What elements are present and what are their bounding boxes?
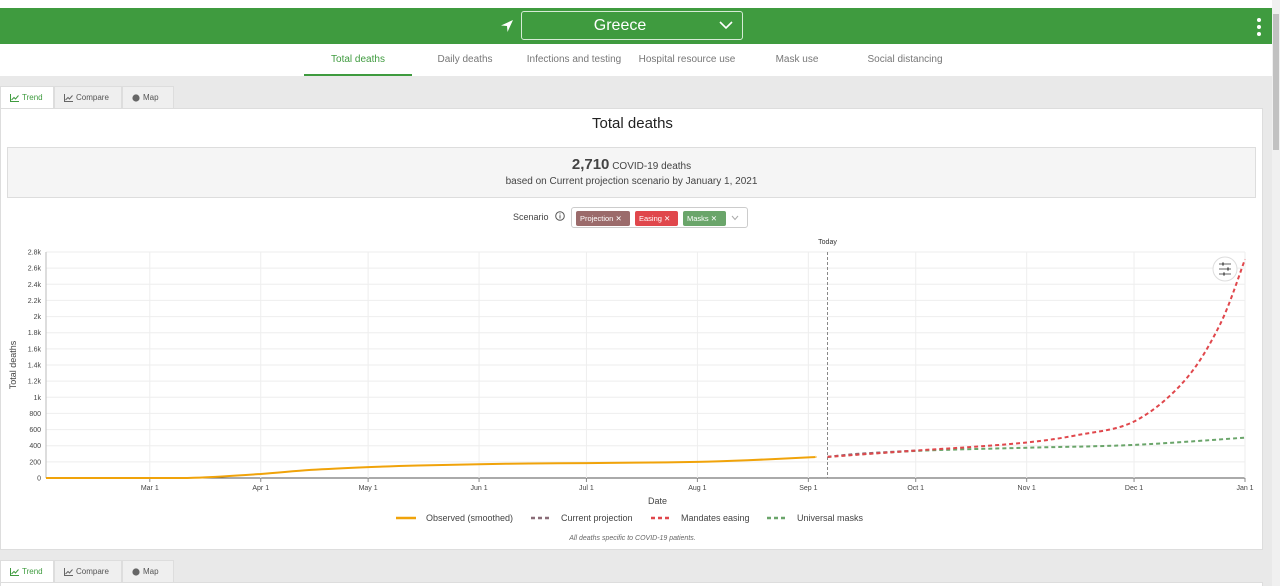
summary-value: 2,710: [571, 156, 610, 173]
chevron-down-icon: [719, 21, 733, 30]
y-tick-label: 1.4k: [28, 363, 42, 370]
y-tick-label: 2.4k: [28, 282, 42, 289]
x-tick-label: Apr 1: [252, 485, 269, 492]
next-panel-edge: [0, 582, 1263, 586]
x-tick-label: Nov 1: [1018, 485, 1036, 492]
legend-label: Mandates easing: [681, 513, 750, 523]
y-tick-label: 1.2k: [28, 379, 42, 386]
tab-map[interactable]: Map: [122, 86, 174, 108]
tab-trend-label: Trend: [22, 567, 43, 576]
y-tick-label: 2k: [34, 314, 42, 321]
y-tick-label: 1.6k: [28, 346, 42, 353]
country-name: Greece: [593, 17, 647, 34]
location-arrow-icon[interactable]: [499, 18, 515, 34]
kebab-menu-icon[interactable]: [1252, 17, 1266, 37]
compare-chart-icon: [64, 568, 73, 576]
x-tick-label: Mar 1: [141, 485, 159, 492]
scrollbar-thumb[interactable]: [1273, 14, 1279, 150]
scenario-chip-masks[interactable]: Masks ✕: [683, 211, 726, 226]
legend-label: Current projection: [561, 513, 633, 523]
y-tick-label: 2.2k: [28, 298, 42, 305]
series-line-observed-smoothed: [45, 455, 817, 480]
y-tick-label: 200: [29, 459, 41, 466]
scenario-chip-projection[interactable]: Projection ✕: [576, 211, 630, 226]
y-tick-label: 1k: [34, 395, 42, 402]
tab-map-label: Map: [143, 93, 159, 102]
tab-trend-label: Trend: [22, 93, 43, 102]
x-axis-label: Date: [648, 496, 667, 506]
globe-icon: [132, 94, 140, 102]
globe-icon: [132, 568, 140, 576]
sliders-icon: [1227, 267, 1229, 271]
compare-chart-icon: [64, 94, 73, 102]
scenario-select[interactable]: Projection ✕ Easing ✕ Masks ✕: [571, 207, 748, 228]
tab-map-label: Map: [143, 567, 159, 576]
tab-hospital-resource-use[interactable]: Hospital resource use: [638, 54, 736, 65]
tab-compare[interactable]: Compare: [54, 560, 122, 582]
x-tick-label: Sep 1: [799, 485, 817, 492]
y-tick-label: 2.8k: [28, 250, 42, 257]
x-tick-label: May 1: [359, 485, 378, 492]
y-axis-label: Total deaths: [8, 340, 18, 389]
metric-nav: Total deaths Daily deaths Infections and…: [0, 44, 1272, 76]
summary-line: 2,710 COVID-19 deaths: [8, 156, 1255, 173]
page-title: Total deaths: [592, 115, 673, 132]
tab-compare-label: Compare: [76, 93, 109, 102]
tab-map[interactable]: Map: [122, 560, 174, 582]
tab-trend[interactable]: Trend: [0, 560, 54, 582]
legend-label: Observed (smoothed): [426, 513, 513, 523]
chip-label: Projection: [580, 214, 614, 223]
line-chart-icon: [10, 94, 19, 102]
tab-daily-deaths[interactable]: Daily deaths: [437, 54, 493, 65]
y-tick-label: 400: [29, 443, 41, 450]
chip-label: Masks: [687, 214, 709, 223]
x-tick-label: Jun 1: [471, 485, 488, 492]
y-tick-label: 800: [29, 411, 41, 418]
series-line-mandates-easing: [827, 258, 1246, 458]
app-header: Greece: [0, 8, 1272, 44]
series-line-universal-masks: [827, 436, 1246, 458]
x-tick-label: Aug 1: [688, 485, 706, 492]
tab-trend[interactable]: Trend: [0, 86, 54, 108]
scenario-label: Scenario: [513, 212, 549, 222]
scenario-chip-easing[interactable]: Easing ✕: [635, 211, 678, 226]
summary-box: 2,710 COVID-19 deaths based on Current p…: [7, 147, 1256, 198]
chart-footnote: All deaths specific to COVID-19 patients…: [569, 535, 696, 542]
x-tick-label: Oct 1: [907, 485, 924, 492]
x-tick-label: Dec 1: [1125, 485, 1143, 492]
tab-infections-testing[interactable]: Infections and testing: [526, 54, 622, 65]
tab-total-deaths[interactable]: Total deaths: [304, 44, 412, 76]
today-label: Today: [818, 239, 837, 246]
tab-mask-use[interactable]: Mask use: [775, 54, 819, 65]
y-tick-label: 0: [37, 476, 41, 483]
y-tick-label: 600: [29, 427, 41, 434]
x-tick-label: Jan 1: [1236, 485, 1253, 492]
sliders-icon: [1223, 272, 1225, 276]
window-top-edge: [0, 0, 1280, 8]
total-deaths-chart: 0 200 400 600 800 1k 1.2k 1.4k 1.6k 1.8k 2k 2.2k 2.4…: [8, 239, 1254, 523]
tab-compare-label: Compare: [76, 567, 109, 576]
x-tick-label: Jul 1: [579, 485, 594, 492]
y-tick-label: 2.6k: [28, 266, 42, 273]
chip-label: Easing: [639, 214, 662, 223]
summary-subtitle: based on Current projection scenario by …: [505, 176, 758, 187]
line-chart-icon: [10, 568, 19, 576]
country-select[interactable]: Greece: [521, 11, 743, 40]
sliders-icon: [1222, 262, 1224, 266]
summary-unit: COVID-19 deaths: [612, 161, 692, 172]
scrollbar[interactable]: [1272, 0, 1280, 586]
tab-social-distancing[interactable]: Social distancing: [867, 54, 943, 65]
chevron-down-icon[interactable]: [731, 215, 739, 221]
info-icon[interactable]: [555, 211, 565, 221]
y-tick-label: 1.8k: [28, 330, 42, 337]
tab-compare[interactable]: Compare: [54, 86, 122, 108]
legend-label: Universal masks: [797, 513, 864, 523]
